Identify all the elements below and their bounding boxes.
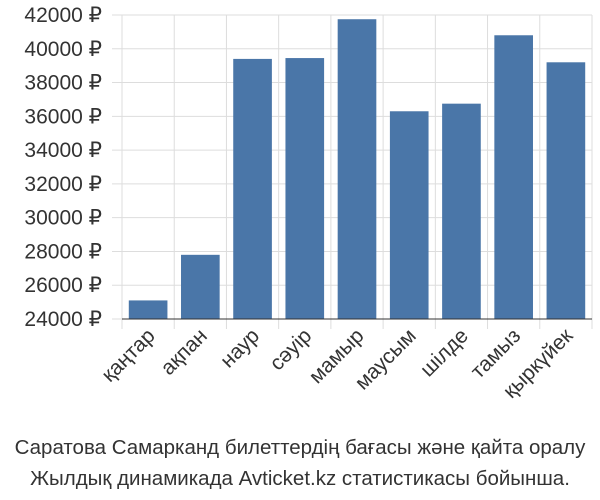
bar — [389, 111, 429, 320]
bar — [285, 58, 325, 320]
y-tick-label: 38000 ₽ — [24, 72, 102, 95]
y-axis-ticks: 24000 ₽ 26000 ₽ 28000 ₽ 30000 ₽ 32000 ₽ 34000… — [24, 4, 102, 331]
x-tick-label: қаңтар — [97, 324, 159, 386]
y-tick-label: 28000 ₽ — [24, 240, 102, 263]
bar — [442, 103, 481, 320]
y-tick-label: 32000 ₽ — [24, 173, 102, 196]
bars — [128, 19, 586, 320]
bar — [494, 35, 533, 320]
bar — [337, 19, 377, 319]
caption-line-1: Саратова Самарканд билеттердің бағасы жә… — [14, 436, 586, 459]
y-tick-label: 24000 ₽ — [24, 308, 102, 331]
bar — [233, 58, 272, 320]
y-tick-label: 40000 ₽ — [24, 38, 102, 61]
y-tick-label: 26000 ₽ — [24, 274, 102, 297]
x-tick-label: ақпан — [156, 324, 212, 380]
bar — [128, 300, 168, 319]
chart-caption: Саратова Самарканд билеттердің бағасы жә… — [0, 432, 600, 494]
y-tick-label: 30000 ₽ — [24, 207, 102, 230]
caption-line-2: Жылдық динамикада Avticket.kz статистика… — [30, 467, 570, 490]
bar-chart: 24000 ₽ 26000 ₽ 28000 ₽ 30000 ₽ 32000 ₽ 34000… — [24, 4, 593, 403]
bar — [546, 62, 586, 320]
bar — [181, 254, 220, 319]
x-tick-label: наур — [216, 324, 264, 372]
x-tick-label: шілде — [416, 324, 473, 381]
y-tick-label: 42000 ₽ — [24, 4, 102, 27]
y-tick-label: 34000 ₽ — [24, 139, 102, 162]
y-tick-label: 36000 ₽ — [24, 105, 102, 128]
